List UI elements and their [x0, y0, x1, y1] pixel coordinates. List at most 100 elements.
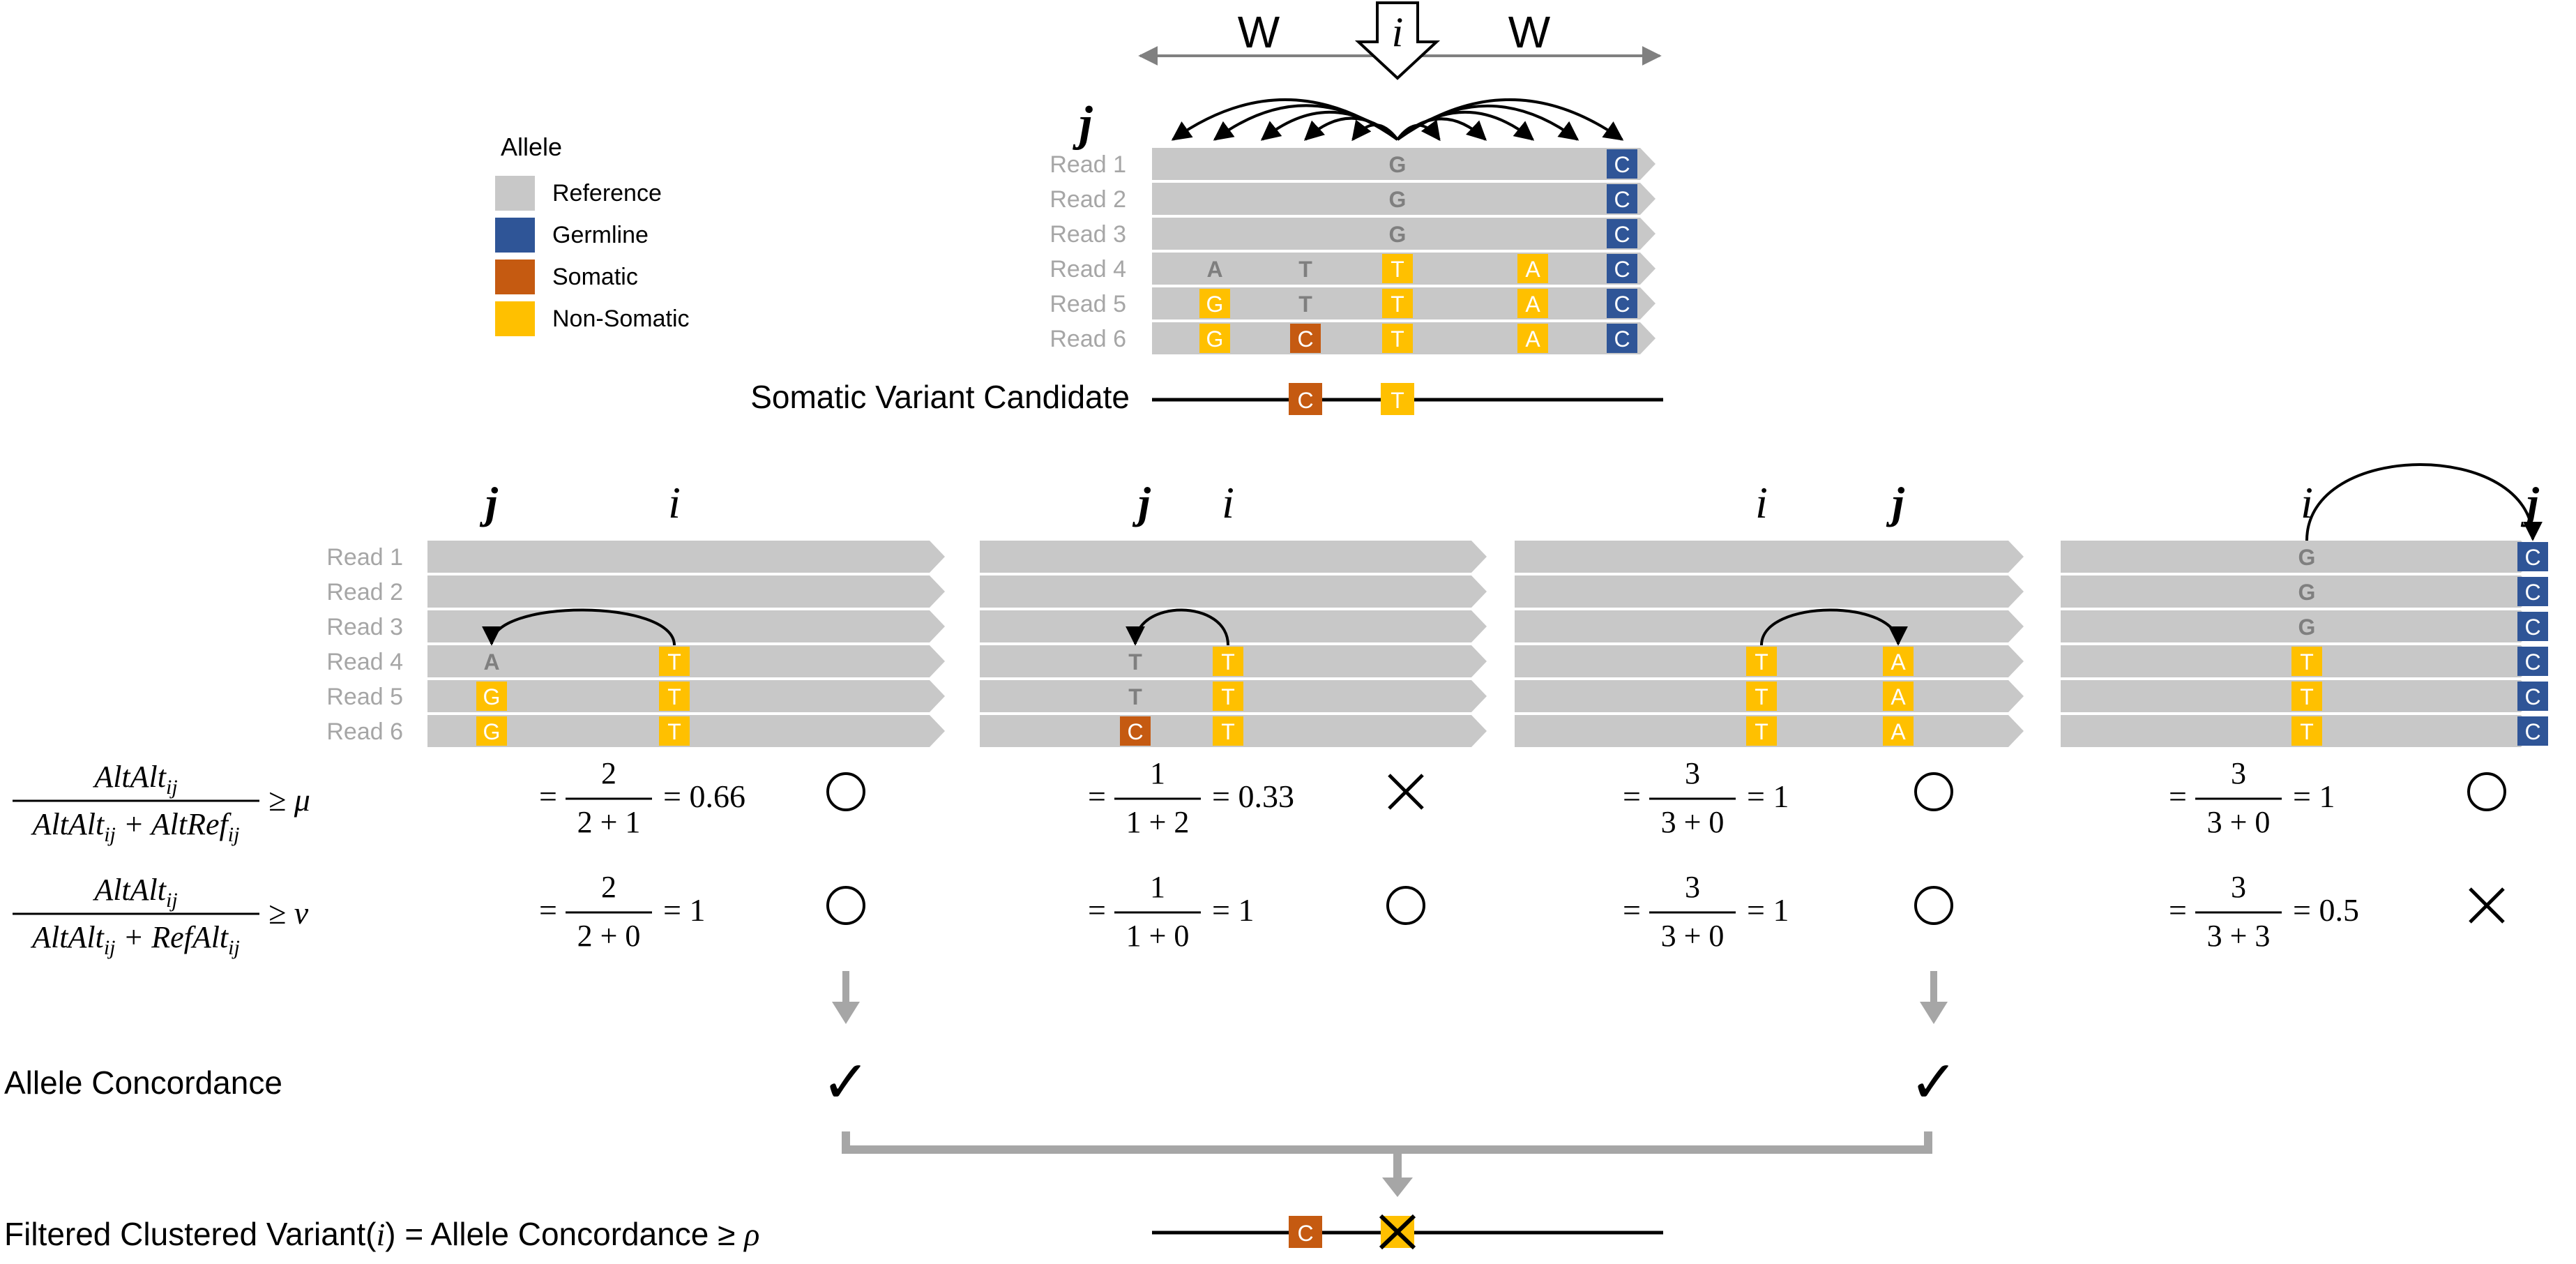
fraction-denominator: 1 + 0	[1126, 919, 1190, 953]
base-non_somatic	[476, 716, 507, 746]
base-letter: T	[667, 684, 681, 709]
base-germline	[2517, 577, 2548, 606]
base-non_somatic	[1883, 716, 1914, 746]
base-letter: T	[1221, 684, 1235, 709]
candidate-label: Somatic Variant Candidate	[750, 379, 1130, 415]
read-label: Read 6	[326, 718, 403, 745]
equation-result: = 1	[1212, 892, 1254, 928]
variant-box-somatic	[1289, 1216, 1322, 1248]
base-non_somatic	[2291, 647, 2322, 676]
base-non_somatic	[1382, 324, 1413, 353]
read-bar	[1515, 575, 2024, 608]
base-letter: G	[1389, 187, 1407, 212]
base-non_somatic	[1517, 324, 1548, 353]
base-germline	[1607, 184, 1637, 213]
base-non_somatic	[1199, 289, 1230, 318]
base-germline	[1607, 289, 1637, 318]
legend-swatch-germline	[495, 218, 535, 253]
base-letter: A	[483, 649, 499, 675]
equals-sign: =	[1623, 892, 1641, 928]
formula-numerator: AltAltij	[92, 873, 177, 912]
read-bar	[427, 575, 945, 608]
equation-result: = 0.66	[663, 778, 745, 814]
fraction-numerator: 1	[1150, 756, 1165, 790]
base-letter: T	[1298, 292, 1312, 317]
fraction-denominator: 3 + 0	[1661, 919, 1725, 953]
window-right-label: W	[1508, 7, 1551, 57]
equation-eq2: = 3 3 + 3 = 0.5	[2169, 870, 2359, 953]
base-somatic	[1120, 716, 1151, 746]
window-left-label: W	[1238, 7, 1280, 57]
pair-panel-3: i j T A T A T A = 3 3 + 0 = 1 = 3 3 + 0 = 1 ✓	[1515, 478, 2024, 1115]
read-label: Read 4	[1050, 256, 1126, 283]
read-bar	[2061, 575, 2536, 608]
read-bar	[1515, 541, 2024, 573]
target-position-arrow-icon	[1354, 1, 1441, 80]
base-germline	[2517, 542, 2548, 571]
equation-eq2: = 3 3 + 0 = 1	[1623, 870, 1789, 953]
base-letter: T	[1755, 649, 1768, 675]
base-letter: T	[667, 649, 681, 675]
read-bar	[980, 610, 1487, 642]
pair-arc	[1126, 608, 1229, 646]
read-label: Read 2	[1050, 186, 1126, 213]
pair-arc	[1760, 608, 1908, 646]
base-letter: A	[1525, 257, 1540, 282]
equals-sign: =	[539, 892, 557, 928]
legend-title: Allele	[501, 133, 562, 161]
window-header: W W i j	[1072, 1, 1662, 151]
base-germline	[1607, 254, 1637, 283]
fail-cross-icon	[2469, 887, 2505, 924]
read-bar	[1152, 148, 1656, 180]
base-germline	[2517, 647, 2548, 676]
equation-eq1: = 1 1 + 2 = 0.33	[1088, 756, 1294, 839]
equation-result: = 1	[663, 892, 705, 928]
base-letter: A	[1891, 684, 1906, 709]
base-letter: C	[2524, 545, 2540, 570]
formula-threshold: ≥ μ	[268, 782, 310, 818]
fraction-denominator: 3 + 0	[1661, 805, 1725, 839]
concordance-bracket	[842, 1131, 1932, 1154]
base-letter: T	[667, 719, 681, 744]
base-letter: T	[1755, 719, 1768, 744]
base-non_somatic	[1382, 254, 1413, 283]
pair-i-label: i	[1755, 478, 1768, 527]
equation-result: = 1	[1747, 778, 1789, 814]
base-letter: C	[2524, 684, 2540, 709]
base-letter: T	[1391, 292, 1404, 317]
pair-panel-2: ijT TT TC T=11 + 2= 0.33=11 + 0= 1	[980, 478, 1487, 953]
base-letter: C	[1614, 187, 1630, 212]
pass-circle-icon	[826, 886, 865, 925]
pass-circle-icon	[1914, 886, 1953, 925]
read-label: Read 2	[326, 579, 403, 605]
equals-sign: =	[2169, 778, 2187, 814]
base-letter: C	[2524, 615, 2540, 640]
pass-circle-icon	[826, 772, 865, 811]
base-letter: A	[1891, 649, 1906, 675]
base-letter: T	[1391, 257, 1404, 282]
equation-eq2: = 2 2 + 0 = 1	[539, 870, 705, 953]
legend-label-reference: Reference	[552, 180, 662, 206]
base-letter: T	[1391, 326, 1404, 352]
base-non_somatic	[1746, 682, 1777, 711]
base-germline	[2517, 682, 2548, 711]
check-mark-icon: ✓	[1909, 1049, 1958, 1115]
pair-panel-4: i jG CG CG CT CT CT C=33 + 0= 1=33 + 3= 0.5	[2061, 463, 2548, 953]
pair-arc	[1396, 98, 1624, 141]
fraction-numerator: 2	[601, 870, 616, 904]
concordance-arrow-head	[1382, 1178, 1413, 1197]
base-letter: G	[483, 684, 501, 709]
base-letter: T	[2300, 649, 2314, 675]
base-germline	[1607, 219, 1637, 248]
window-center-label: i	[1392, 9, 1404, 55]
variant-letter: C	[1297, 388, 1313, 413]
read-bar	[980, 575, 1487, 608]
pair-j-label: j	[479, 478, 498, 527]
legend-label-germline: Germline	[552, 222, 649, 248]
base-letter: C	[2524, 719, 2540, 744]
base-non_somatic	[2291, 682, 2322, 711]
base-letter: C	[2524, 649, 2540, 675]
fraction-numerator: 3	[2231, 756, 2246, 790]
read-bar	[980, 541, 1487, 573]
